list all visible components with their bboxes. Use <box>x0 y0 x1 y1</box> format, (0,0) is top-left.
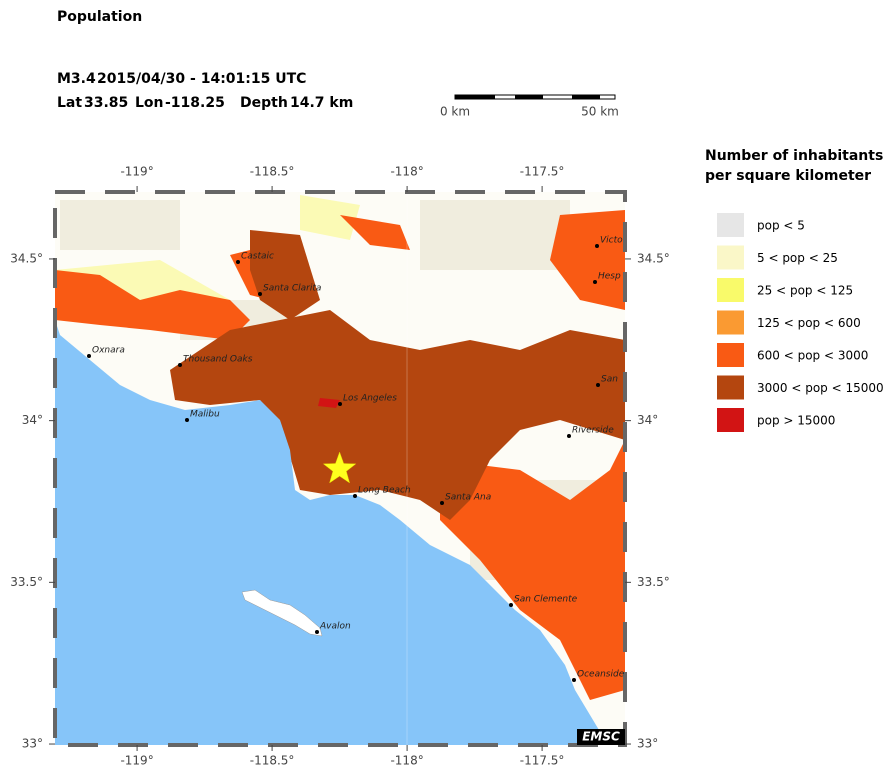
city-label: San Clemente <box>514 595 578 605</box>
city-dot <box>236 260 240 264</box>
city-dot <box>185 418 189 422</box>
legend-label: pop < 5 <box>757 219 805 233</box>
scale-bar: 0 km 50 km <box>440 94 619 119</box>
epicenter <box>322 451 357 484</box>
legend-label: 25 < pop < 125 <box>757 284 853 298</box>
city-label: Thousand Oaks <box>183 355 253 365</box>
y-tick-label: 33° <box>22 737 43 751</box>
datetime: 2015/04/30 - 14:01:15 UTC <box>97 71 306 87</box>
city-label: Los Angeles <box>343 394 397 404</box>
lon: -118.25 <box>165 95 225 111</box>
city-dot <box>440 501 444 505</box>
depth-label: Depth <box>240 95 288 111</box>
y-tick-label: 34.5° <box>10 251 43 265</box>
city-label: Hesp <box>598 272 621 282</box>
x-tick-label: -117.5° <box>520 165 565 179</box>
y-tick-label: 33° <box>637 737 658 751</box>
city-label: Victo <box>600 236 623 246</box>
legend-title: per square kilometer <box>705 168 871 184</box>
city-dot <box>338 402 342 406</box>
lat-label: Lat <box>57 95 82 111</box>
credit: EMSC <box>582 730 620 744</box>
city-dot <box>509 603 513 607</box>
city-dot <box>567 434 571 438</box>
magnitude: M3.4 <box>57 71 96 87</box>
credit-box <box>577 729 625 745</box>
city-dot <box>593 280 597 284</box>
legend-swatch <box>717 343 744 367</box>
depth: 14.7 km <box>290 95 353 111</box>
y-tick-label: 34.5° <box>637 251 670 265</box>
y-tick-label: 34° <box>637 413 658 427</box>
x-tick-label: -119° <box>120 165 153 179</box>
legend-swatch <box>717 310 744 335</box>
city-dot <box>595 244 599 248</box>
legend-swatch <box>717 375 744 400</box>
city-label: San <box>601 375 618 385</box>
city-dot <box>596 383 600 387</box>
city-dot <box>315 630 319 634</box>
x-tick-label: -118° <box>390 165 423 179</box>
city-label: Oceanside <box>577 670 625 680</box>
city-label: Avalon <box>319 622 351 632</box>
map-frame <box>53 190 627 747</box>
y-tick-label: 33.5° <box>637 575 670 589</box>
city-dot <box>353 494 357 498</box>
city-label: Riverside <box>572 426 614 436</box>
city-label: Castaic <box>241 252 274 262</box>
lat: 33.85 <box>84 95 128 111</box>
title: Population <box>57 9 142 25</box>
x-tick-label: -117.5° <box>520 754 565 768</box>
x-tick-label: -118.5° <box>250 165 295 179</box>
legend-swatch <box>717 213 744 237</box>
x-tick-label: -119° <box>120 754 153 768</box>
lon-label: Lon <box>135 95 164 111</box>
city-label: Oxnara <box>92 346 125 356</box>
legend-label: 600 < pop < 3000 <box>757 349 868 363</box>
city-label: Santa Ana <box>445 493 491 503</box>
city-dot <box>572 678 576 682</box>
y-tick-label: 34° <box>22 413 43 427</box>
city-dot <box>178 363 182 367</box>
city-dot <box>87 354 91 358</box>
legend-swatch <box>717 245 744 270</box>
y-tick-label: 33.5° <box>10 575 43 589</box>
legend-swatch <box>717 408 744 432</box>
legend-label: 5 < pop < 25 <box>757 251 838 265</box>
city-dot <box>258 292 262 296</box>
legend-label: 125 < pop < 600 <box>757 316 861 330</box>
legend-title: Number of inhabitants <box>705 148 883 164</box>
x-tick-label: -118° <box>390 754 423 768</box>
x-tick-label: -118.5° <box>250 754 295 768</box>
legend-swatch <box>717 278 744 302</box>
legend-label: pop > 15000 <box>757 414 835 428</box>
scale-end: 50 km <box>581 105 619 119</box>
legend-label: 3000 < pop < 15000 <box>757 381 884 395</box>
city-label: Santa Clarita <box>263 284 321 294</box>
city-label: Long Beach <box>358 486 411 496</box>
city-label: Malibu <box>190 410 220 420</box>
scale-start: 0 km <box>440 105 470 119</box>
